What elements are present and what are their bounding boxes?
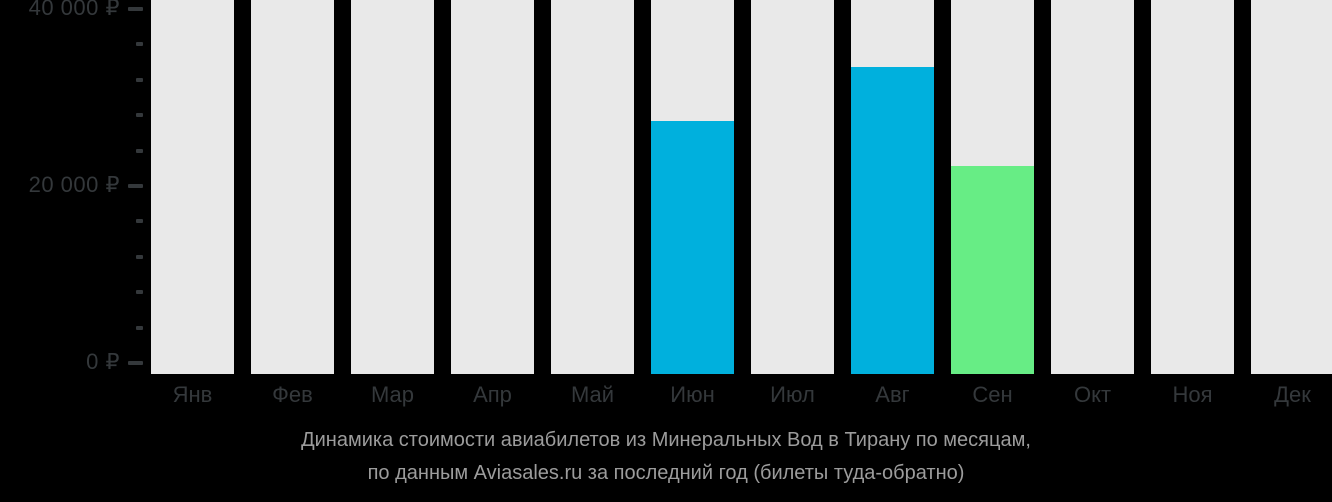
month-label-Июл: Июл: [770, 382, 815, 407]
bar-column-Мар: [351, 0, 434, 374]
y-minor-tick: [136, 42, 143, 47]
bar-column-Июн: [651, 0, 734, 374]
month-label-Янв: Янв: [172, 382, 213, 407]
month-label-Апр: Апр: [473, 382, 512, 407]
chart-title: Динамика стоимости авиабилетов из Минера…: [0, 424, 1332, 490]
bar-column-Авг: [851, 0, 934, 374]
y-minor-tick: [136, 219, 143, 224]
bar-background: [351, 0, 434, 374]
y-minor-tick: [136, 77, 143, 82]
bar-column-Сен: [951, 0, 1034, 374]
y-minor-tick: [136, 290, 143, 295]
plot-area: 0 ₽ 20 000 ₽ 40 000 ₽: [28, 0, 1332, 374]
bar-column-Апр: [451, 0, 534, 374]
y-major-tick: [128, 184, 143, 188]
month-label-Ноя: Ноя: [1172, 382, 1213, 407]
month-label-Май: Май: [570, 382, 615, 407]
price-bar-Сен[interactable]: [951, 165, 1034, 374]
bar-background: [151, 0, 234, 374]
bar-background: [751, 0, 834, 374]
bar-background: [1251, 0, 1332, 374]
bar-background: [1051, 0, 1134, 374]
chart-title-line2: по данным Aviasales.ru за последний год …: [367, 462, 965, 484]
bar-column-Дек: [1251, 0, 1332, 374]
price-bar-Авг[interactable]: [851, 67, 934, 374]
y-major-tick: [128, 361, 143, 365]
bar-background: [251, 0, 334, 374]
y-axis-label: 0 ₽: [86, 349, 120, 374]
bar-column-Янв: [151, 0, 234, 374]
month-label-Окт: Окт: [1073, 382, 1112, 407]
bar-background: [551, 0, 634, 374]
y-minor-tick: [136, 325, 143, 330]
month-label-Июн: Июн: [670, 382, 715, 407]
bar-column-Июл: [751, 0, 834, 374]
bar-column-Фев: [251, 0, 334, 374]
y-minor-tick: [136, 254, 143, 259]
y-major-tick: [128, 7, 143, 11]
month-label-Авг: Авг: [875, 382, 910, 407]
y-minor-tick: [136, 113, 143, 118]
bar-column-Май: [551, 0, 634, 374]
month-label-Дек: Дек: [1274, 382, 1311, 407]
month-label-Мар: Мар: [370, 382, 415, 407]
y-axis-label: 40 000 ₽: [28, 0, 120, 20]
bar-background: [1151, 0, 1234, 374]
month-label-Сен: Сен: [972, 382, 1013, 407]
bar-column-Окт: [1051, 0, 1134, 374]
bar-column-Ноя: [1151, 0, 1234, 374]
y-axis-label: 20 000 ₽: [28, 172, 120, 197]
y-minor-tick: [136, 148, 143, 153]
chart-title-line1: Динамика стоимости авиабилетов из Минера…: [301, 429, 1031, 451]
price-bar-Июн[interactable]: [651, 120, 734, 374]
bar-background: [451, 0, 534, 374]
month-label-Фев: Фев: [272, 382, 313, 407]
